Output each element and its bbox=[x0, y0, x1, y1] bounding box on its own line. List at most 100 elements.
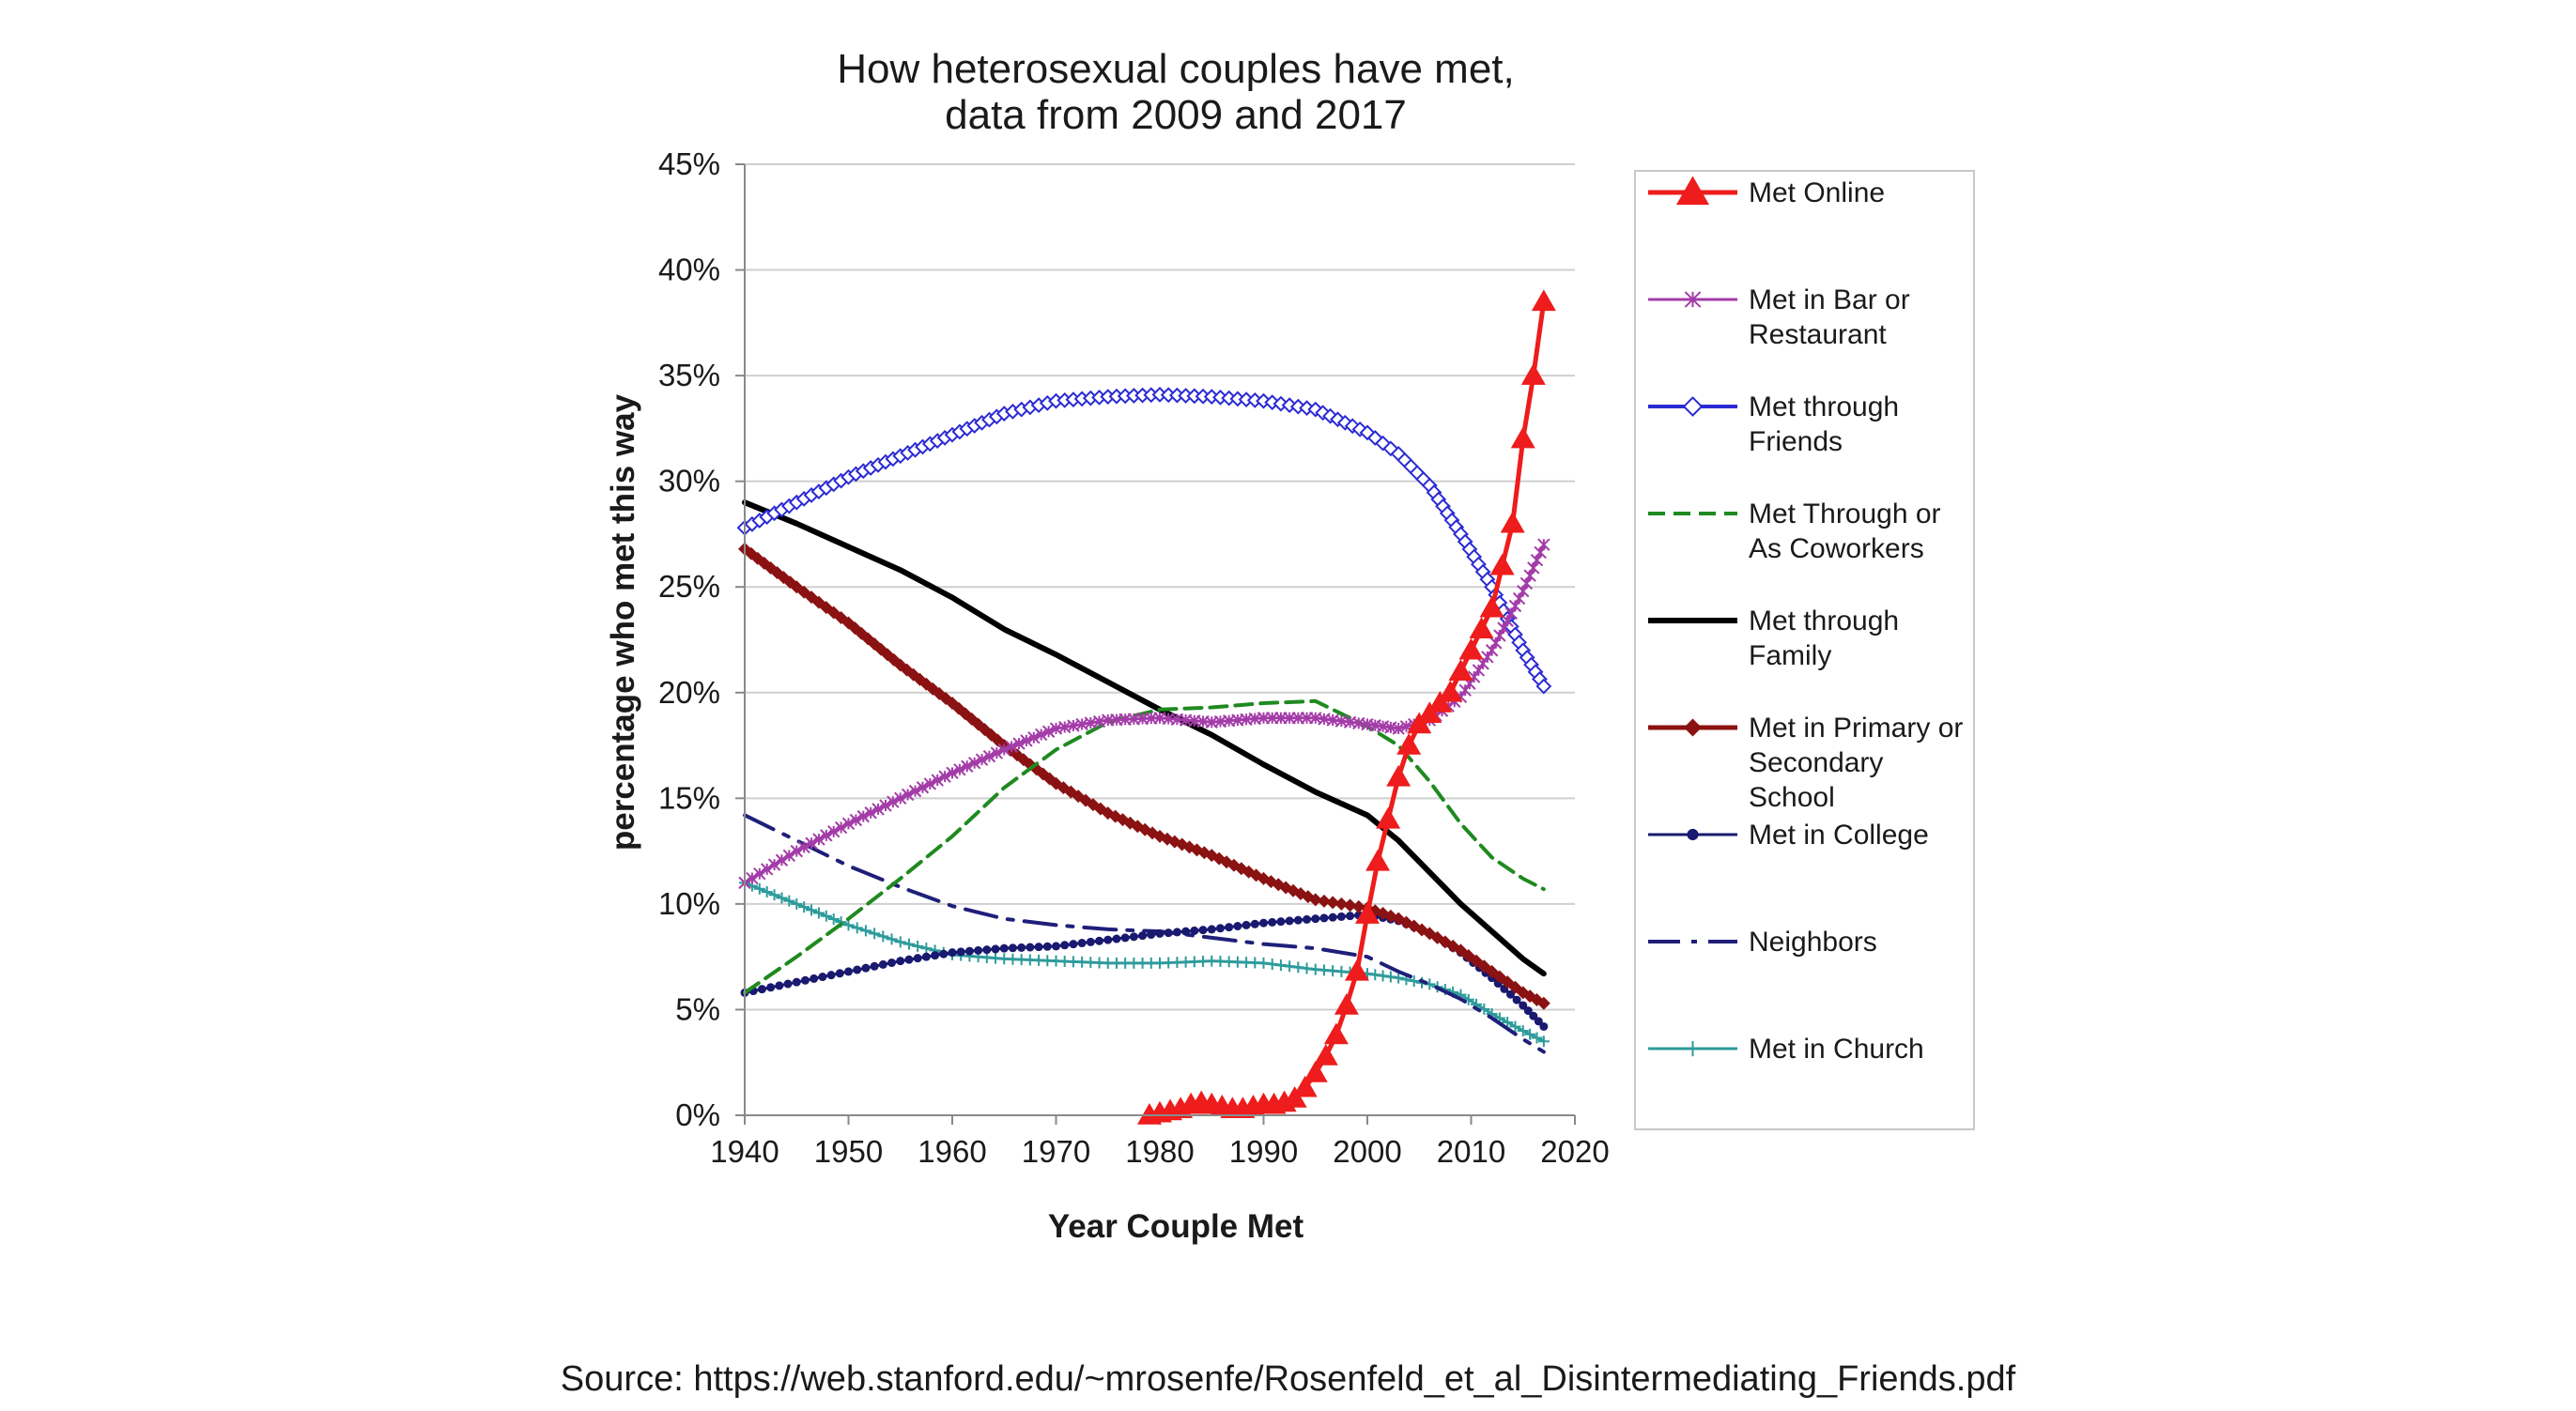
legend-label: As Coworkers bbox=[1749, 533, 1924, 564]
legend-label: Neighbors bbox=[1749, 927, 1877, 958]
data-point bbox=[1396, 733, 1422, 755]
data-point bbox=[1323, 1022, 1349, 1045]
data-point bbox=[1537, 538, 1550, 551]
data-point bbox=[835, 969, 844, 978]
data-point bbox=[1215, 924, 1225, 933]
data-point bbox=[1164, 928, 1173, 938]
data-point bbox=[1531, 1032, 1543, 1044]
series-met-through-friends bbox=[736, 386, 1552, 695]
legend-marker bbox=[1687, 828, 1699, 841]
data-point bbox=[1042, 942, 1052, 951]
data-point bbox=[1242, 920, 1251, 929]
data-point bbox=[948, 948, 957, 958]
data-point bbox=[864, 806, 877, 820]
data-point bbox=[810, 974, 819, 983]
data-point bbox=[872, 803, 885, 816]
data-point bbox=[1392, 722, 1405, 735]
data-point bbox=[1519, 1001, 1528, 1010]
data-point bbox=[939, 949, 949, 959]
legend-label: Met Online bbox=[1749, 177, 1885, 208]
data-point bbox=[760, 863, 774, 876]
y-tick-label: 45% bbox=[658, 146, 720, 181]
data-point bbox=[1155, 928, 1165, 938]
data-point bbox=[806, 904, 818, 916]
legend-item-neighbors: Neighbors bbox=[1648, 927, 1877, 958]
data-point bbox=[767, 858, 781, 871]
data-point bbox=[1266, 959, 1278, 971]
data-point bbox=[827, 913, 840, 925]
data-point bbox=[886, 933, 898, 945]
data-point bbox=[975, 753, 989, 766]
legend-item-met-in-college: Met in College bbox=[1648, 820, 1929, 851]
data-point bbox=[1285, 916, 1294, 926]
data-point bbox=[904, 955, 914, 964]
y-tick-label: 40% bbox=[658, 253, 720, 287]
data-point bbox=[1334, 897, 1349, 911]
data-point bbox=[902, 938, 915, 950]
y-tick-label: 25% bbox=[658, 569, 720, 604]
y-tick-label: 30% bbox=[658, 464, 720, 498]
data-point bbox=[1308, 893, 1322, 907]
data-point bbox=[851, 922, 863, 934]
data-point bbox=[1520, 363, 1546, 385]
legend-label: Secondary bbox=[1749, 747, 1883, 778]
data-point bbox=[757, 985, 766, 994]
data-point bbox=[1077, 939, 1087, 948]
legend-label: Restaurant bbox=[1749, 319, 1887, 350]
data-point bbox=[775, 981, 784, 990]
data-point bbox=[1274, 959, 1287, 972]
data-point bbox=[1276, 917, 1286, 927]
data-point bbox=[1147, 930, 1156, 940]
legend-label: Met in Church bbox=[1749, 1034, 1924, 1065]
series-line-neighbors bbox=[743, 813, 1546, 1054]
legend-item-met-in-bar-or-restaurant: Met in Bar or Restaurant bbox=[1648, 284, 1910, 350]
data-point bbox=[1293, 915, 1303, 925]
data-point bbox=[775, 853, 789, 867]
data-point bbox=[1035, 728, 1048, 742]
data-point bbox=[1376, 806, 1401, 829]
data-point bbox=[1377, 970, 1389, 982]
data-point bbox=[974, 945, 983, 955]
data-point bbox=[1334, 992, 1359, 1015]
legend-label: Met in Primary or bbox=[1749, 713, 1963, 744]
data-point bbox=[1303, 914, 1312, 924]
data-point bbox=[782, 849, 796, 863]
data-point bbox=[961, 759, 974, 773]
data-point bbox=[1479, 595, 1504, 618]
data-point bbox=[859, 925, 872, 937]
data-point bbox=[912, 940, 924, 952]
data-point bbox=[1510, 426, 1535, 449]
data-point bbox=[1534, 1017, 1543, 1026]
legend-item-met-through-friends: Met through Friends bbox=[1648, 391, 1899, 457]
data-point bbox=[1336, 912, 1346, 921]
data-point bbox=[1060, 941, 1070, 950]
data-point bbox=[997, 743, 1010, 757]
data-point bbox=[1225, 923, 1234, 932]
data-point bbox=[766, 983, 776, 992]
data-point bbox=[869, 928, 881, 940]
data-point bbox=[791, 897, 803, 910]
data-point bbox=[946, 766, 959, 780]
data-point bbox=[982, 945, 992, 955]
data-point bbox=[783, 979, 793, 989]
data-point bbox=[1512, 995, 1521, 1005]
data-point bbox=[953, 763, 966, 776]
data-point bbox=[938, 770, 951, 783]
y-axis-title: percentage who met this way bbox=[605, 393, 641, 851]
series-met-through-or-as-coworkers bbox=[743, 698, 1546, 995]
data-point bbox=[1233, 922, 1242, 931]
data-point bbox=[877, 930, 889, 943]
gridlines bbox=[745, 163, 1575, 1011]
data-point bbox=[964, 946, 974, 956]
data-point bbox=[1017, 943, 1026, 952]
x-axis-ticks: 1940 1950 1960 1970 1980 1990 2000 2010 2020 bbox=[710, 1115, 1610, 1169]
data-point bbox=[1020, 734, 1033, 747]
y-tick-label: 0% bbox=[675, 1097, 720, 1132]
source-caption: Source: https://web.stanford.edu/~mrosen… bbox=[560, 1359, 2016, 1399]
data-point bbox=[1536, 996, 1550, 1010]
data-point bbox=[1112, 934, 1121, 943]
data-point bbox=[1129, 932, 1138, 942]
data-point bbox=[1069, 940, 1078, 949]
data-point bbox=[913, 954, 922, 963]
